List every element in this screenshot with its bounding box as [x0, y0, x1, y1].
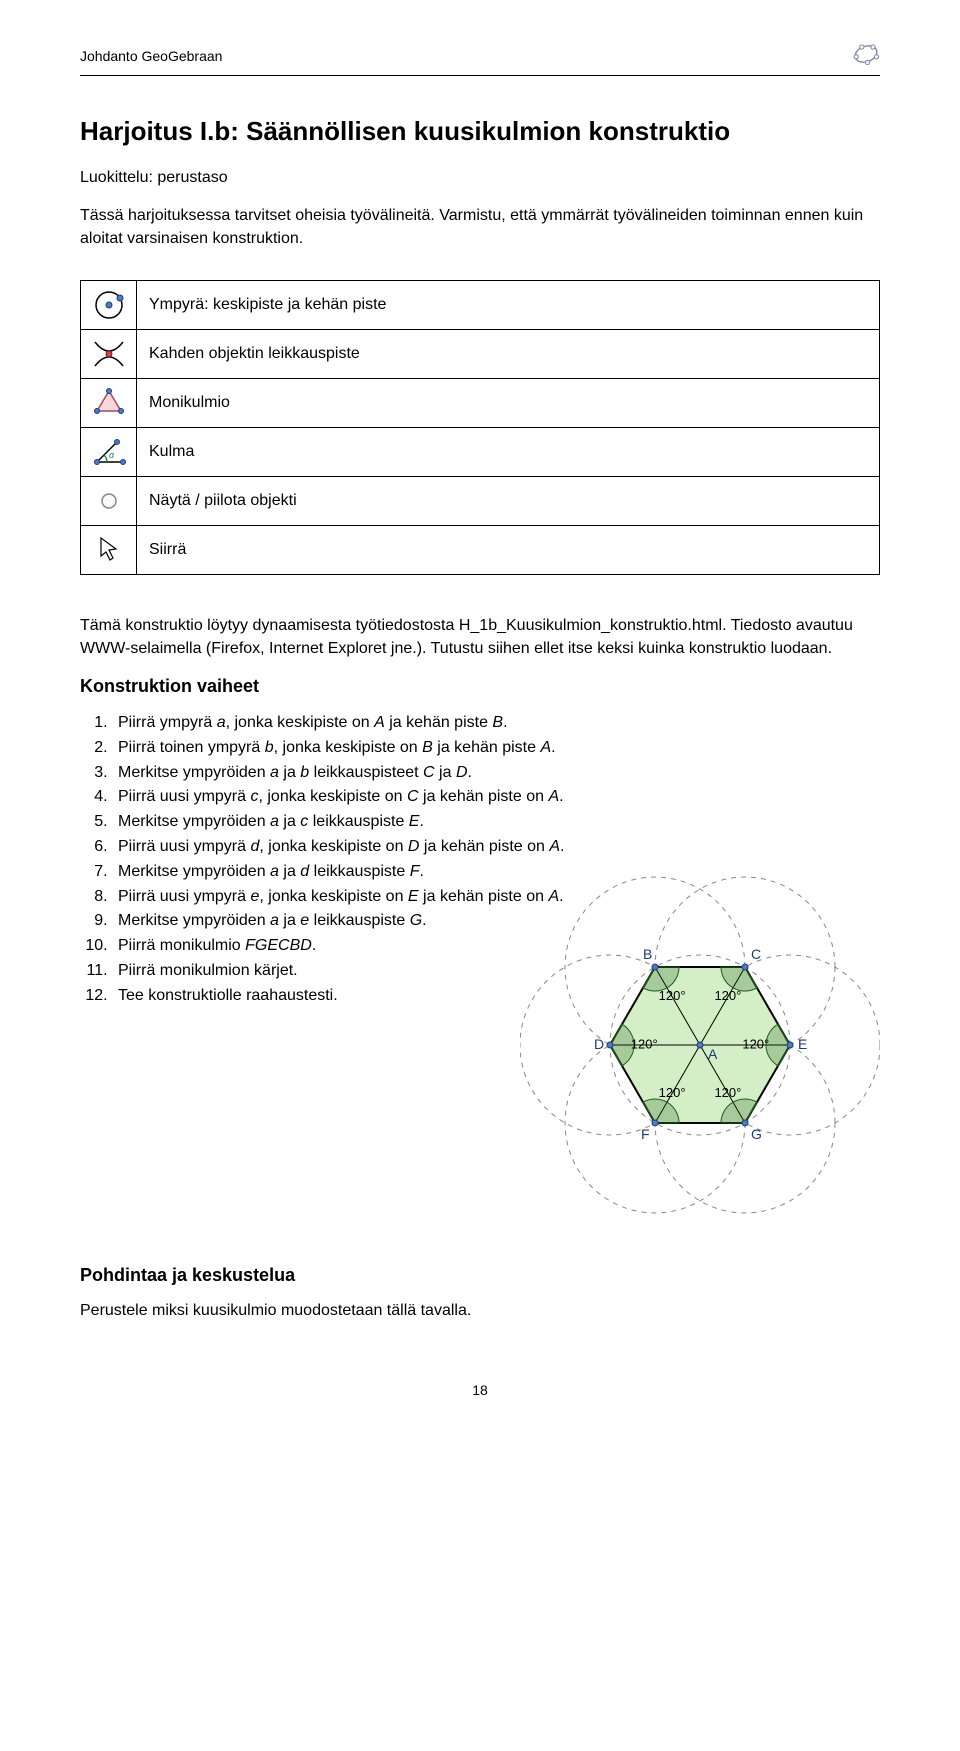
tool-label: Ympyrä: keskipiste ja kehän piste [137, 281, 880, 330]
dynamic-filename: H_1b_Kuusikulmion_konstruktio.html [459, 617, 722, 634]
svg-text:α: α [109, 450, 115, 460]
table-row: Kahden objektin leikkauspiste [81, 330, 880, 379]
list-item: Piirrä toinen ympyrä b, jonka keskipiste… [112, 736, 880, 761]
svg-text:G: G [751, 1125, 762, 1141]
list-item: Piirrä uusi ympyrä c, jonka keskipiste o… [112, 785, 880, 810]
svg-text:120°: 120° [659, 988, 686, 1003]
table-row: α Kulma [81, 428, 880, 477]
svg-text:120°: 120° [714, 1084, 741, 1099]
tool-label: Näytä / piilota objekti [137, 477, 880, 526]
tools-table: Ympyrä: keskipiste ja kehän piste Kahden… [80, 280, 880, 575]
intro-text: Tässä harjoituksessa tarvitset oheisia t… [80, 205, 880, 250]
page-number: 18 [80, 1382, 880, 1398]
angle-icon: α [81, 428, 137, 477]
show-hide-icon [81, 477, 137, 526]
page-title: Harjoitus I.b: Säännöllisen kuusikulmion… [80, 116, 880, 147]
discussion-text: Perustele miksi kuusikulmio muodostetaan… [80, 1300, 880, 1322]
geogebra-logo-icon [852, 40, 880, 71]
svg-text:F: F [641, 1125, 650, 1141]
tool-label: Kulma [137, 428, 880, 477]
hexagon-diagram: 120° 120° 120° 120° 120° 120° A B C E G F D [520, 865, 880, 1225]
svg-text:120°: 120° [659, 1084, 686, 1099]
table-row: Näytä / piilota objekti [81, 477, 880, 526]
intersect-icon [81, 330, 137, 379]
subtitle: Luokittelu: perustaso [80, 167, 880, 189]
svg-text:E: E [798, 1036, 807, 1052]
list-item: Merkitse ympyröiden a ja b leikkauspiste… [112, 761, 880, 786]
dynamic-pre: Tämä konstruktio löytyy dynaamisesta työ… [80, 617, 459, 634]
tool-label: Kahden objektin leikkauspiste [137, 330, 880, 379]
tool-label: Monikulmio [137, 379, 880, 428]
table-row: Monikulmio [81, 379, 880, 428]
tool-label: Siirrä [137, 526, 880, 575]
svg-text:120°: 120° [742, 1036, 769, 1051]
polygon-icon [81, 379, 137, 428]
move-icon [81, 526, 137, 575]
circle-center-point-icon [81, 281, 137, 330]
page-header: Johdanto GeoGebraan [80, 40, 880, 76]
list-item: Piirrä ympyrä a, jonka keskipiste on A j… [112, 711, 880, 736]
dynamic-file-para: Tämä konstruktio löytyy dynaamisesta työ… [80, 615, 880, 660]
steps-heading: Konstruktion vaiheet [80, 676, 880, 697]
svg-text:D: D [594, 1036, 604, 1052]
list-item: Piirrä uusi ympyrä d, jonka keskipiste o… [112, 835, 880, 860]
list-item: Merkitse ympyröiden a ja c leikkauspiste… [112, 810, 880, 835]
svg-text:C: C [751, 946, 761, 962]
table-row: Ympyrä: keskipiste ja kehän piste [81, 281, 880, 330]
table-row: Siirrä [81, 526, 880, 575]
svg-text:B: B [643, 946, 652, 962]
svg-text:120°: 120° [631, 1036, 658, 1051]
svg-text:120°: 120° [714, 988, 741, 1003]
svg-text:A: A [708, 1046, 718, 1062]
discussion-heading: Pohdintaa ja keskustelua [80, 1265, 880, 1286]
header-title: Johdanto GeoGebraan [80, 48, 222, 64]
